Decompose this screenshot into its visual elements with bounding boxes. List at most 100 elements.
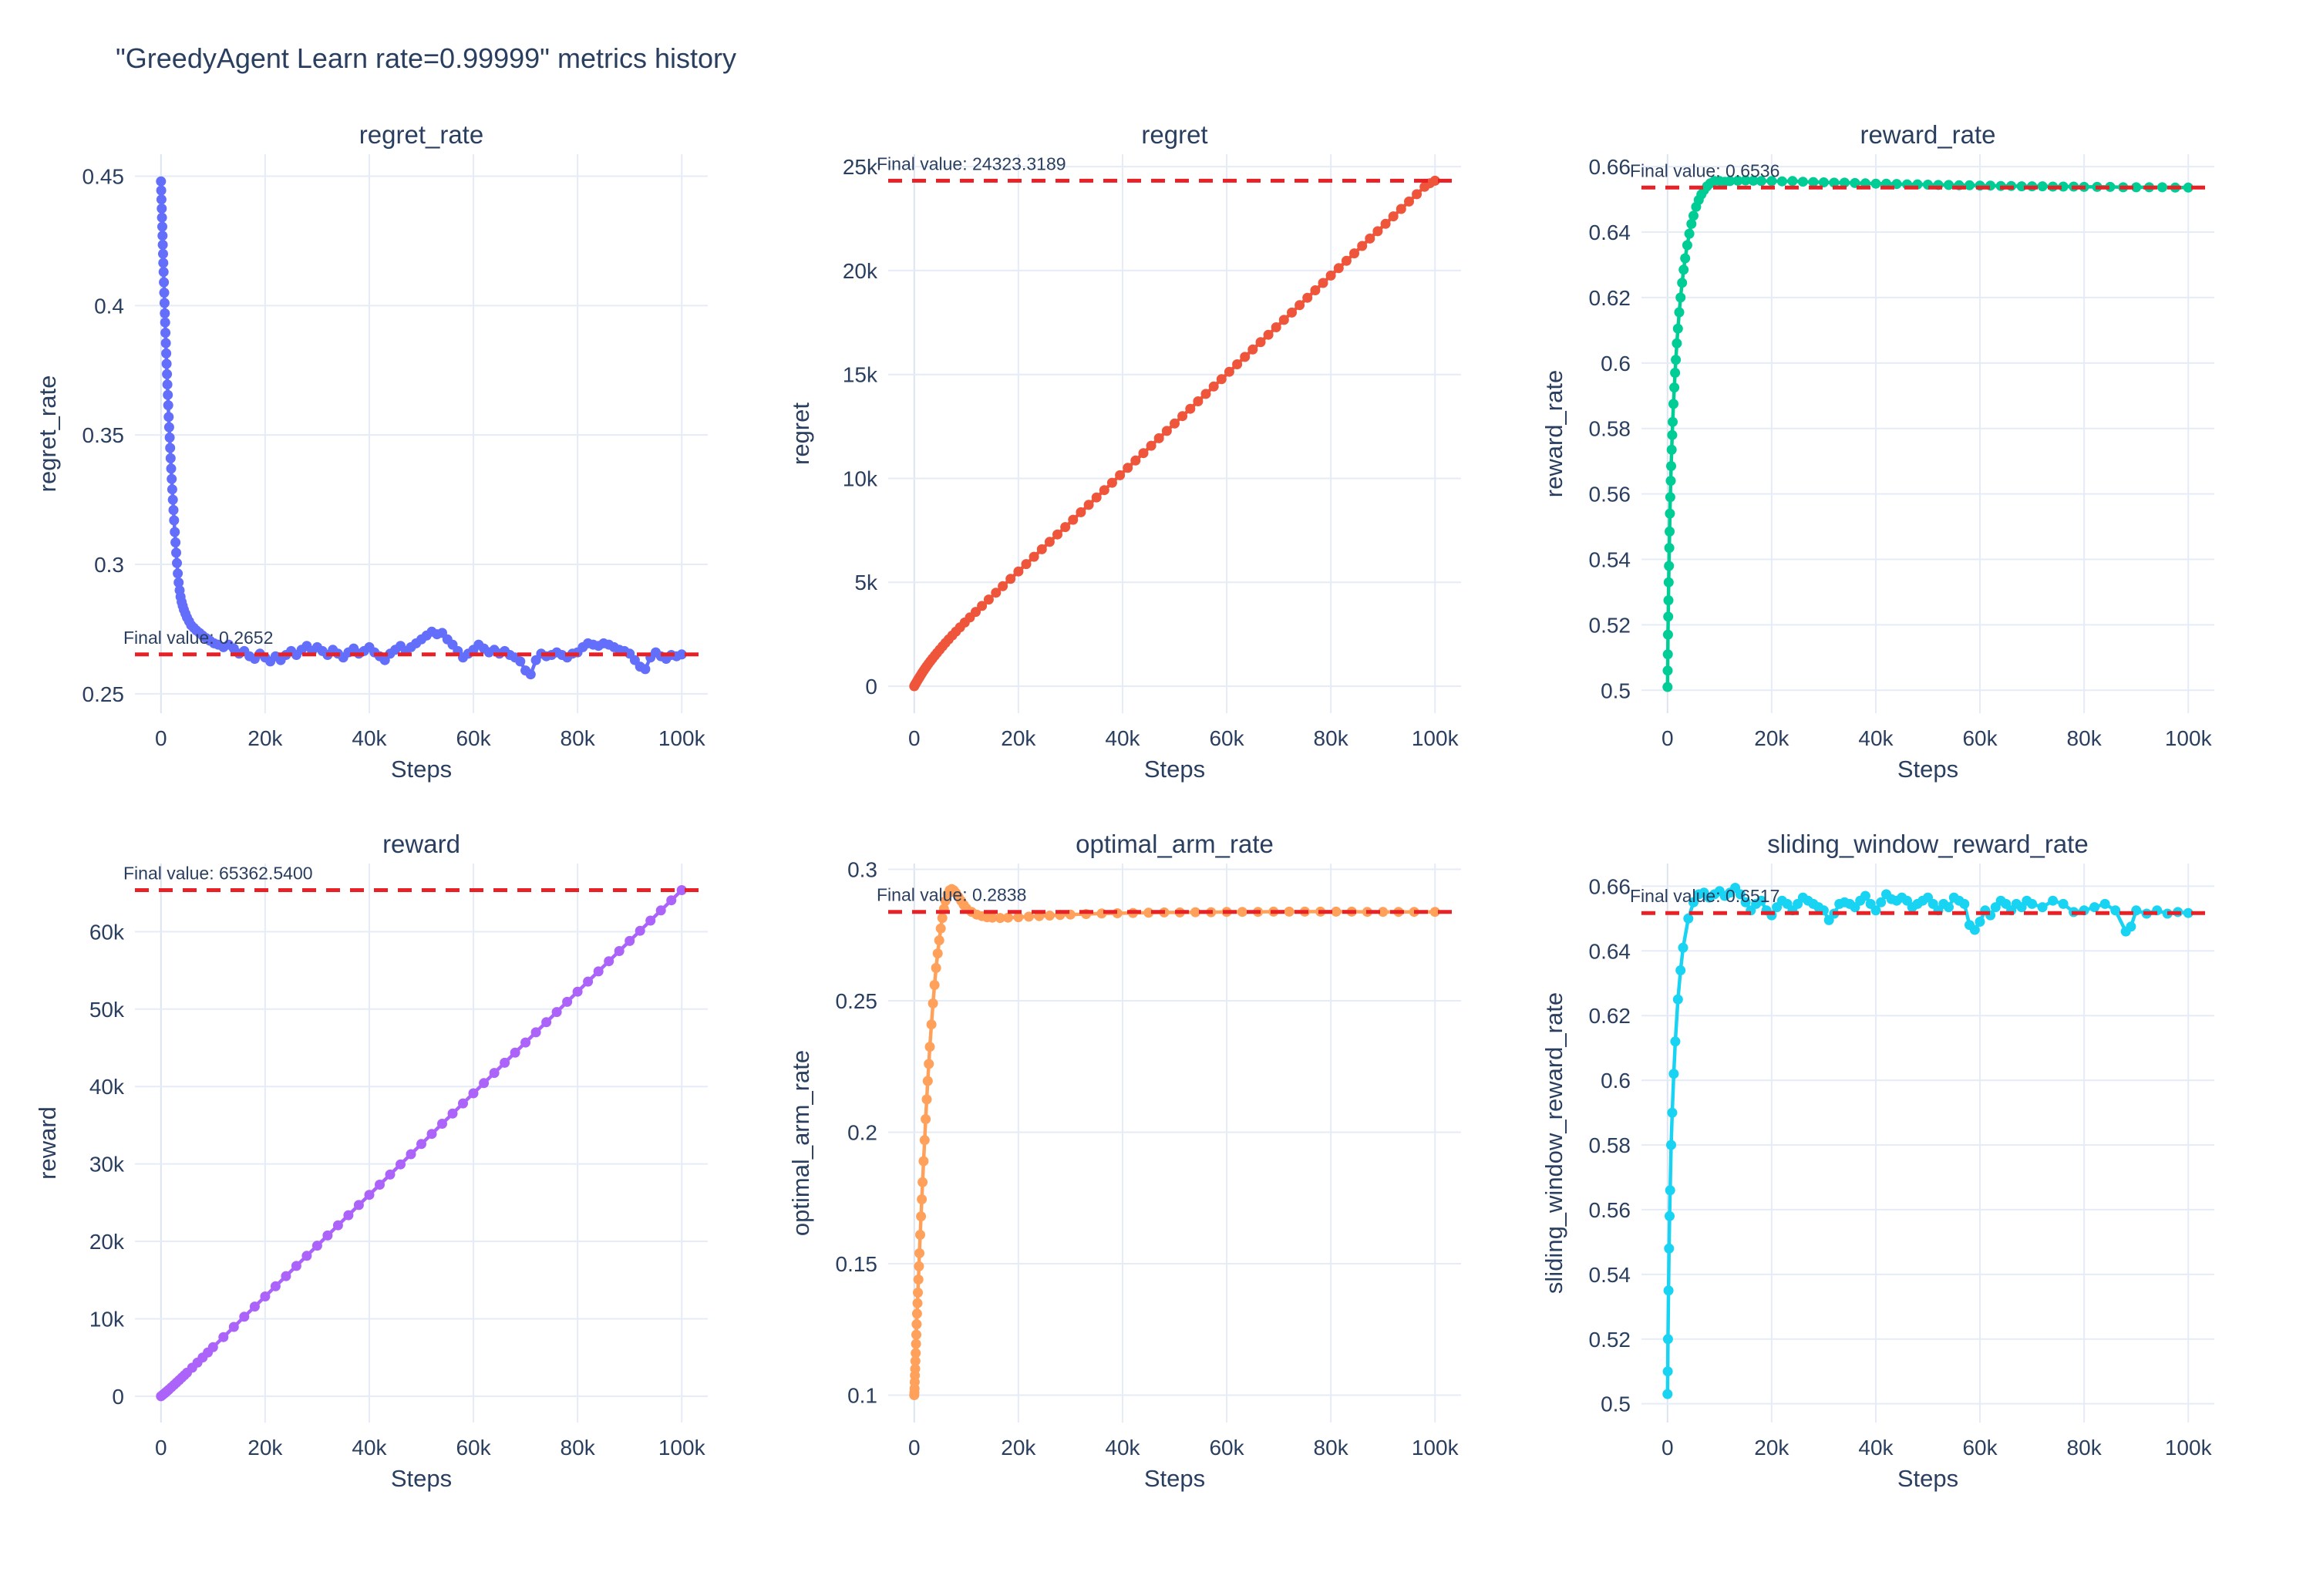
- data-point: [1756, 895, 1766, 906]
- data-point: [1349, 248, 1359, 259]
- data-point: [916, 1211, 927, 1222]
- x-tick-label: 0: [908, 1436, 921, 1460]
- data-point: [1216, 374, 1227, 385]
- data-point: [1378, 907, 1389, 918]
- y-tick-label: 0.15: [836, 1252, 878, 1276]
- x-tick-label: 80k: [1314, 726, 1349, 750]
- data-point: [1664, 561, 1675, 571]
- data-point: [583, 976, 594, 987]
- data-point: [922, 1076, 933, 1086]
- data-point: [2131, 182, 2142, 193]
- data-point: [2126, 921, 2136, 932]
- data-point: [666, 895, 677, 906]
- x-axis-title: Steps: [1897, 756, 1958, 783]
- data-point: [1665, 508, 1675, 519]
- gridlines: [888, 864, 1461, 1423]
- data-point: [1662, 1389, 1673, 1399]
- data-point: [1766, 176, 1777, 187]
- data-point: [170, 527, 180, 537]
- x-tick-label: 20k: [247, 1436, 283, 1460]
- data-point: [1333, 263, 1344, 274]
- data-point: [1429, 907, 1440, 918]
- data-point: [520, 1037, 531, 1048]
- data-point: [1662, 1334, 1673, 1345]
- gridlines: [1641, 154, 2214, 713]
- data-point: [166, 463, 177, 474]
- data-point: [1756, 176, 1766, 187]
- data-point: [911, 1319, 922, 1329]
- data-point: [541, 1017, 552, 1028]
- final-value-annotation: Final value: 24323.3189: [877, 153, 1066, 173]
- data-point: [1959, 898, 1970, 909]
- data-point: [914, 1261, 924, 1271]
- x-tick-label: 100k: [658, 1436, 706, 1460]
- data-point: [1076, 507, 1086, 517]
- data-point: [1664, 1243, 1675, 1254]
- data-point: [343, 1210, 354, 1221]
- y-tick-label: 0.4: [94, 294, 124, 318]
- data-point: [158, 267, 169, 278]
- x-tick-label: 40k: [1858, 1436, 1894, 1460]
- data-point: [911, 1329, 921, 1340]
- data-point: [249, 1301, 260, 1312]
- y-tick-label: 0.54: [1589, 1263, 1631, 1287]
- data-point: [562, 996, 573, 1007]
- gridlines: [888, 154, 1461, 713]
- data-point: [676, 649, 687, 660]
- x-tick-label: 100k: [2165, 726, 2213, 750]
- tick-labels: 0 20k 40k 60k 80k 100k 0.1 0.15 0.2 0.25 0.3: [836, 858, 1460, 1460]
- data-point: [1130, 455, 1141, 466]
- data-point: [437, 1119, 447, 1129]
- subplot-reward-rate: 0 20k 40k 60k 80k 100k 0.5 0.52 0.54 0.56 0.58 0.6 0…: [1540, 120, 2214, 783]
- data-point: [322, 1230, 333, 1241]
- data-point: [1068, 514, 1079, 525]
- x-axis-title: Steps: [391, 756, 452, 783]
- data-point: [167, 494, 178, 505]
- data-point: [917, 1194, 928, 1204]
- x-axis-title: Steps: [1897, 1465, 1958, 1492]
- data-point: [1036, 544, 1047, 554]
- y-tick-label: 0.66: [1589, 155, 1631, 179]
- data-point: [2183, 907, 2193, 918]
- data-point: [1091, 492, 1102, 503]
- data-point: [1787, 176, 1798, 187]
- data-point: [2027, 898, 2038, 909]
- y-tick-label: 50k: [89, 998, 125, 1022]
- data-point: [158, 248, 168, 259]
- x-tick-label: 60k: [1962, 726, 1998, 750]
- data-point: [1190, 907, 1200, 918]
- data-point: [931, 962, 941, 973]
- data-point: [1671, 355, 1682, 365]
- y-tick-label: 0.56: [1589, 1198, 1631, 1222]
- data-point: [926, 1019, 937, 1030]
- data-point: [426, 1129, 437, 1140]
- data-point: [1662, 1366, 1673, 1377]
- y-axis-title: regret_rate: [34, 375, 61, 493]
- data-point: [510, 1047, 520, 1058]
- data-point: [1969, 924, 1980, 935]
- data-point: [934, 935, 944, 946]
- data-point: [160, 317, 170, 328]
- series-markers: [1662, 175, 2193, 692]
- x-tick-label: 20k: [1754, 1436, 1789, 1460]
- data-point: [163, 389, 173, 400]
- data-point: [1115, 470, 1126, 480]
- x-tick-label: 60k: [456, 1436, 491, 1460]
- x-tick-label: 80k: [2067, 1436, 2103, 1460]
- data-point: [1668, 1069, 1679, 1079]
- data-point: [165, 443, 176, 453]
- data-point: [1021, 559, 1032, 570]
- data-point: [1412, 189, 1422, 200]
- data-point: [1263, 329, 1274, 340]
- data-point: [160, 338, 171, 348]
- data-point: [1331, 906, 1342, 917]
- data-point: [2131, 905, 2142, 916]
- data-point: [1123, 463, 1133, 473]
- data-point: [163, 422, 174, 433]
- y-tick-label: 0.58: [1589, 1133, 1631, 1157]
- tick-labels: 0 20k 40k 60k 80k 100k 0 10k 20k 30k 40k 50k 60k: [89, 920, 706, 1460]
- data-point: [159, 288, 170, 298]
- data-point: [1325, 270, 1336, 281]
- y-tick-label: 0.45: [82, 165, 125, 189]
- data-point: [924, 1042, 935, 1052]
